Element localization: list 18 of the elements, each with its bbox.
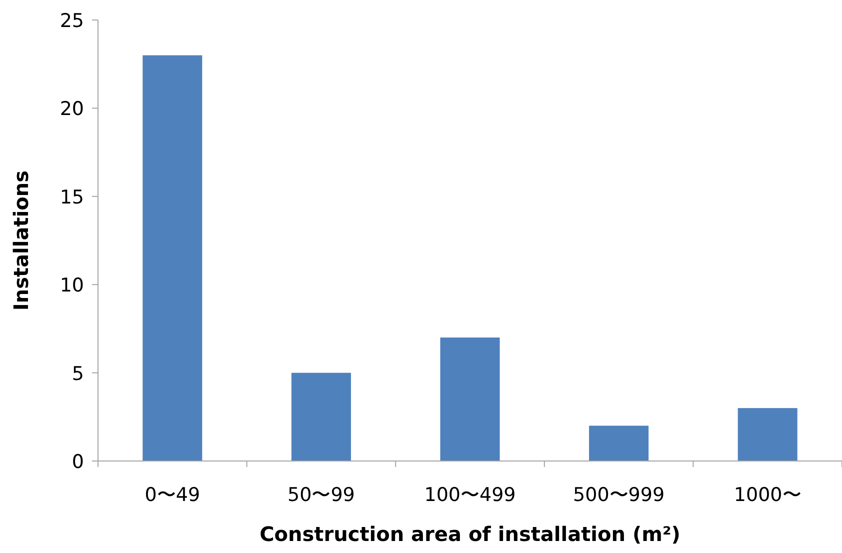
- bar: [589, 426, 649, 461]
- y-tick-label: 15: [60, 186, 84, 208]
- y-tick-label: 10: [60, 274, 84, 297]
- bar: [291, 372, 351, 461]
- x-tick-label: 50〜99: [288, 484, 355, 506]
- y-tick-label: 5: [72, 362, 84, 385]
- x-tick-label: 1000〜: [734, 484, 802, 506]
- y-tick-label: 25: [60, 10, 84, 32]
- x-axis-title: Construction area of installation (m²): [260, 522, 680, 546]
- y-axis-title: Installations: [9, 170, 33, 311]
- y-tick-label: 20: [60, 98, 84, 120]
- bar: [440, 338, 500, 461]
- x-tick-label: 100〜499: [424, 484, 516, 506]
- x-tick-label: 500〜999: [573, 484, 665, 506]
- bar: [142, 55, 202, 461]
- y-tick-label: 0: [72, 451, 84, 473]
- bar: [738, 408, 798, 461]
- x-tick-label: 0〜49: [144, 484, 200, 506]
